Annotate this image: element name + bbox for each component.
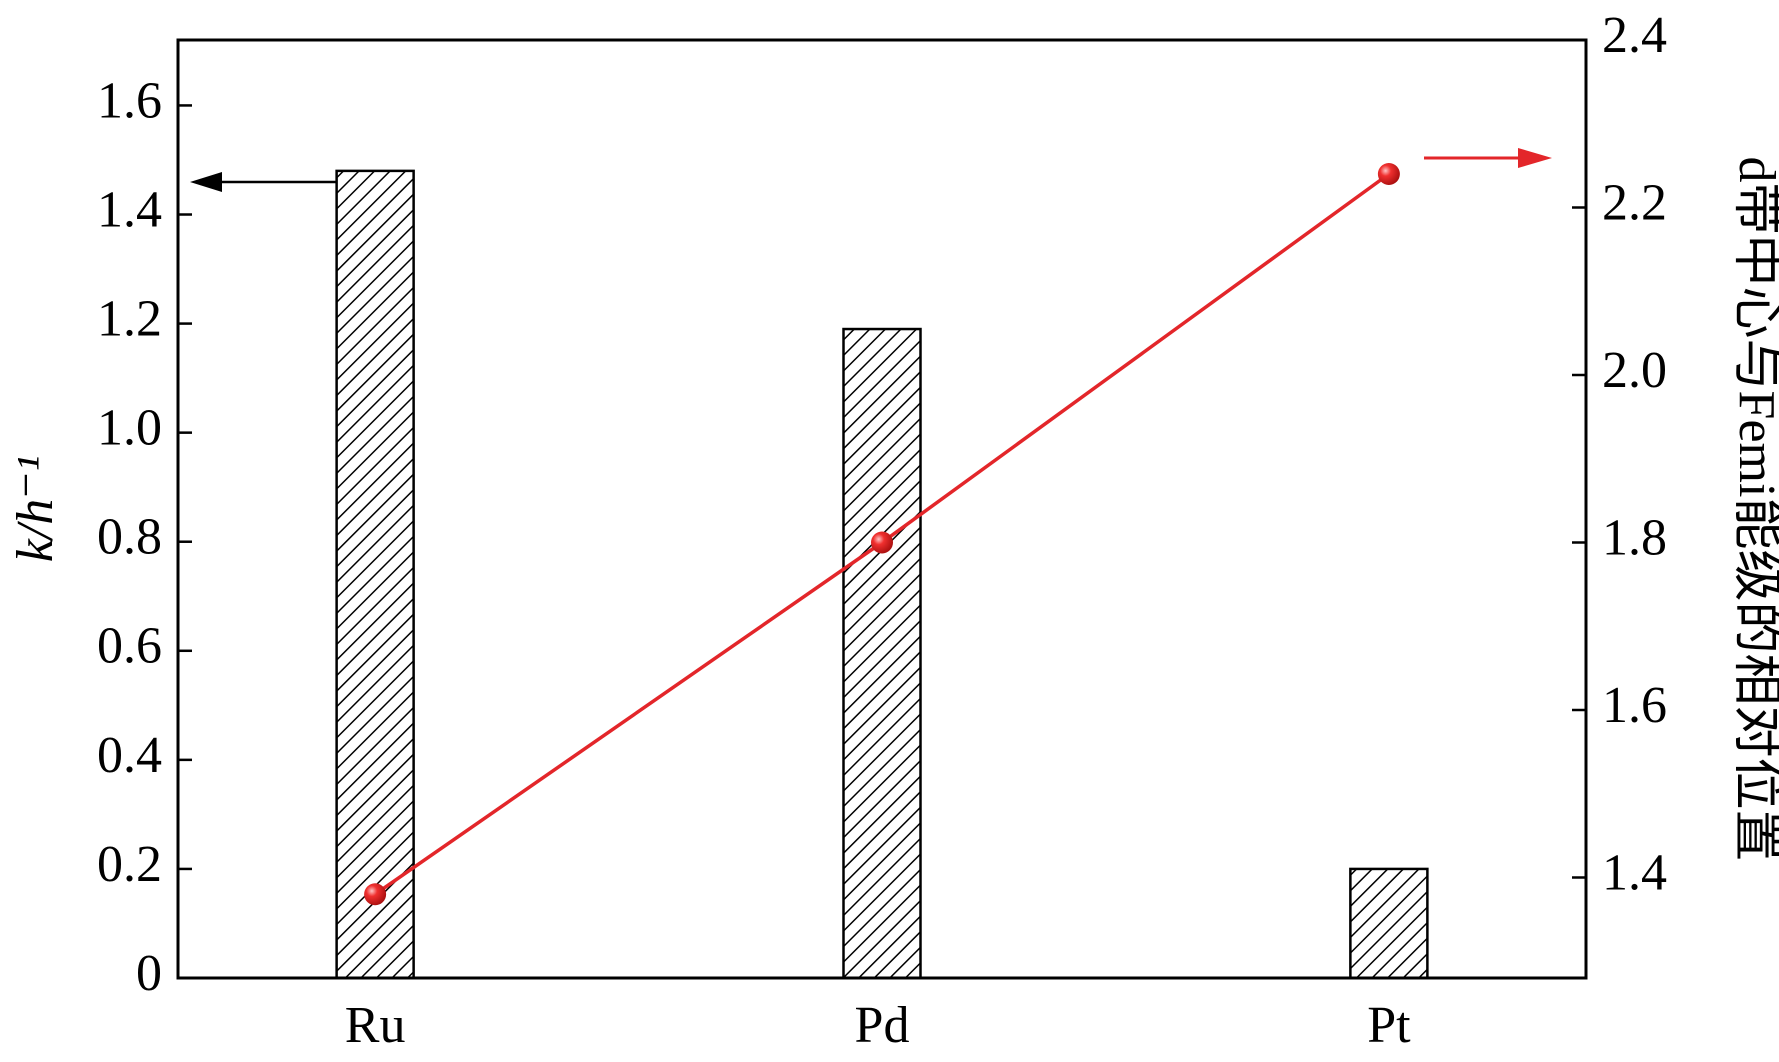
y-tick-label: 1.2	[97, 291, 162, 348]
y2-axis-label: d带中心与Femi能级的相对位置	[1728, 157, 1779, 862]
y2-tick-label: 2.0	[1602, 342, 1667, 399]
plot-frame	[176, 38, 1588, 980]
left-axis-arrowhead	[190, 172, 222, 192]
y2-tick-label: 2.2	[1602, 174, 1667, 231]
point	[1377, 163, 1400, 185]
x-tick-label: Ru	[345, 997, 406, 1054]
point	[364, 883, 387, 906]
y2-tick-label: 2.4	[1602, 7, 1667, 64]
bar	[1349, 867, 1429, 980]
y-tick-label: 0.8	[97, 509, 162, 566]
y-tick-label: 0.6	[97, 618, 162, 675]
y-tick-label: 1.0	[97, 400, 162, 457]
y-tick-label: 0.4	[97, 727, 162, 784]
y-tick-label: 0	[136, 945, 162, 1002]
y-axis-label: k/h⁻¹	[7, 456, 64, 563]
y2-tick-label: 1.8	[1602, 509, 1667, 566]
y2-tick-label: 1.4	[1602, 844, 1667, 901]
y-tick-label: 1.6	[97, 72, 162, 129]
bar	[335, 169, 415, 980]
x-tick-label: Pt	[1367, 997, 1411, 1054]
bar	[842, 327, 922, 980]
y-tick-label: 1.4	[97, 181, 162, 238]
y2-tick-label: 1.6	[1602, 677, 1667, 734]
y-tick-label: 0.2	[97, 836, 162, 893]
right-axis-arrowhead	[1518, 148, 1552, 168]
point	[871, 531, 893, 554]
x-tick-label: Pd	[855, 997, 910, 1054]
